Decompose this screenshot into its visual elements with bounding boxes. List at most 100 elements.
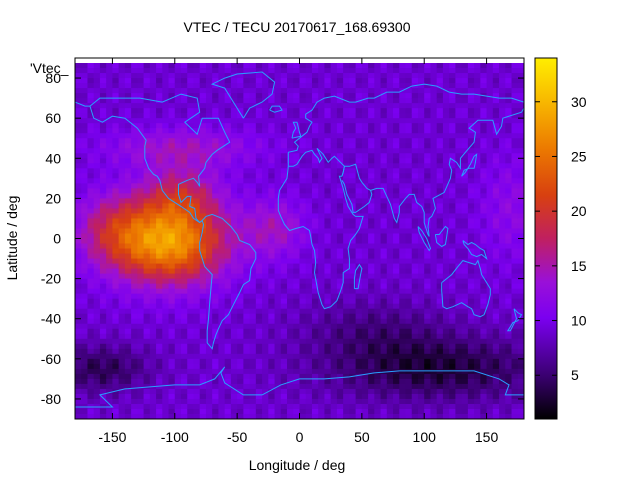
heat-cell bbox=[199, 243, 207, 250]
heat-cell bbox=[218, 258, 226, 265]
heat-cell bbox=[237, 198, 244, 204]
heat-cell bbox=[268, 298, 276, 305]
heat-cell bbox=[467, 273, 475, 280]
heat-cell bbox=[174, 308, 182, 315]
heat-cell bbox=[100, 419, 107, 425]
heat-cell bbox=[299, 183, 307, 189]
heat-cell bbox=[193, 68, 201, 74]
heat-cell bbox=[268, 393, 276, 400]
heat-cell bbox=[224, 363, 232, 370]
heat-cell bbox=[75, 413, 82, 419]
heat-cell bbox=[417, 208, 425, 215]
heat-cell bbox=[156, 173, 163, 179]
heat-cell bbox=[330, 288, 338, 295]
heat-cell bbox=[411, 128, 419, 134]
heat-cell bbox=[287, 323, 294, 330]
heat-cell bbox=[305, 163, 313, 169]
heat-cell bbox=[455, 83, 463, 89]
heat-cell bbox=[293, 368, 301, 375]
heat-cell bbox=[330, 188, 338, 194]
heat-cell bbox=[262, 118, 269, 124]
heat-cell bbox=[137, 208, 145, 215]
heat-cell bbox=[411, 118, 419, 124]
heat-cell bbox=[336, 218, 344, 225]
heat-cell bbox=[449, 118, 457, 124]
heat-cell bbox=[93, 173, 101, 179]
heat-cell bbox=[149, 308, 157, 315]
heat-cell bbox=[205, 198, 213, 204]
heat-cell bbox=[467, 213, 475, 220]
heat-cell bbox=[449, 348, 457, 355]
heat-cell bbox=[156, 273, 163, 280]
heat-cell bbox=[237, 398, 244, 405]
heat-cell bbox=[405, 243, 413, 250]
heat-cell bbox=[280, 233, 288, 240]
heat-cell bbox=[486, 238, 494, 245]
heat-cell bbox=[461, 323, 469, 330]
heat-cell bbox=[106, 233, 114, 240]
heat-cell bbox=[106, 228, 114, 235]
heat-cell bbox=[411, 253, 419, 260]
heat-cell bbox=[474, 123, 481, 129]
heat-cell bbox=[255, 223, 263, 230]
heat-cell bbox=[143, 183, 151, 189]
heat-cell bbox=[442, 293, 450, 300]
heat-cell bbox=[474, 223, 481, 230]
heat-cell bbox=[118, 328, 126, 335]
heat-cell bbox=[355, 408, 363, 415]
heat-cell bbox=[293, 158, 301, 164]
heat-cell bbox=[355, 188, 363, 194]
heat-cell bbox=[505, 163, 513, 169]
heat-cell bbox=[205, 103, 213, 109]
heat-cell bbox=[255, 313, 263, 320]
heat-cell bbox=[205, 293, 213, 300]
heat-cell bbox=[99, 328, 107, 335]
heat-cell bbox=[405, 403, 413, 410]
heat-cell bbox=[461, 68, 469, 74]
heat-cell bbox=[355, 333, 363, 340]
heat-cell bbox=[99, 98, 107, 104]
heat-cell bbox=[218, 158, 226, 164]
heat-cell bbox=[368, 303, 375, 310]
heat-cell bbox=[461, 183, 469, 189]
heat-cell bbox=[75, 288, 82, 295]
heat-cell bbox=[417, 173, 425, 179]
heat-cell bbox=[393, 273, 400, 280]
heat-cell bbox=[430, 188, 438, 194]
heat-cell bbox=[149, 73, 157, 79]
heat-cell bbox=[131, 333, 138, 340]
heat-cell bbox=[486, 283, 494, 290]
heat-cell bbox=[287, 73, 294, 79]
heat-cell bbox=[143, 63, 151, 69]
heat-cell bbox=[156, 348, 163, 355]
heat-cell bbox=[349, 138, 357, 144]
heat-cell bbox=[131, 168, 138, 174]
heat-cell bbox=[299, 158, 307, 164]
heat-cell bbox=[156, 93, 163, 99]
heat-cell bbox=[205, 118, 213, 124]
heat-cell bbox=[417, 118, 425, 124]
heat-cell bbox=[405, 93, 413, 99]
heat-cell bbox=[393, 143, 400, 149]
heat-cell bbox=[368, 278, 375, 285]
heat-cell bbox=[299, 398, 307, 405]
heat-cell bbox=[499, 163, 506, 169]
heat-cell bbox=[93, 153, 101, 159]
heat-cell bbox=[399, 288, 407, 295]
heat-cell bbox=[311, 163, 319, 169]
heat-cell bbox=[224, 378, 232, 385]
heat-cell bbox=[99, 398, 107, 405]
heat-cell bbox=[492, 88, 500, 94]
heat-cell bbox=[181, 188, 188, 194]
heat-cell bbox=[399, 73, 407, 79]
heat-cell bbox=[174, 318, 182, 325]
heat-cell bbox=[324, 93, 332, 99]
heat-cell bbox=[461, 413, 469, 419]
heat-cell bbox=[131, 138, 138, 144]
heat-cell bbox=[99, 298, 107, 305]
heat-cell bbox=[249, 238, 257, 245]
heat-cell bbox=[255, 373, 263, 380]
heat-cell bbox=[355, 293, 363, 300]
heat-cell bbox=[430, 358, 438, 365]
heat-cell bbox=[81, 248, 89, 255]
